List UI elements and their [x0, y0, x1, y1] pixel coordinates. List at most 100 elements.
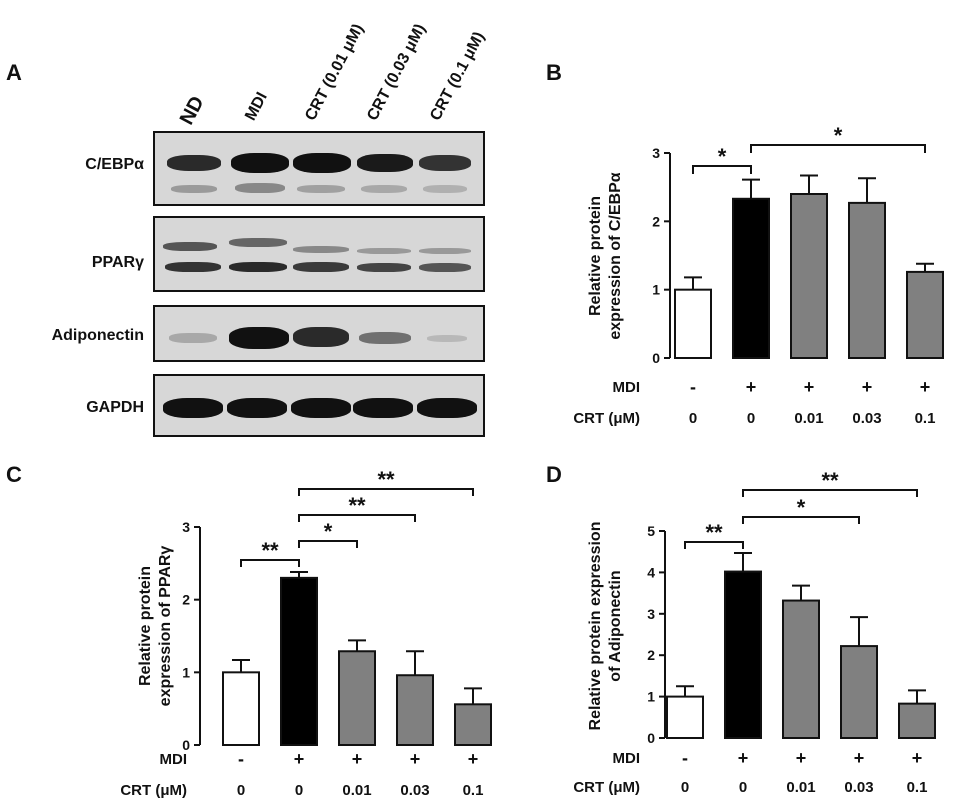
mdi-sign: +: [410, 749, 421, 769]
significance-bracket: [240, 559, 300, 567]
bar: [280, 576, 318, 746]
significance-label: **: [377, 467, 395, 492]
blot-label-pparg: PPARγ: [91, 254, 144, 271]
bar: [396, 674, 434, 746]
blot-label-gapdh: GAPDH: [86, 399, 144, 416]
crt-value: 0: [747, 410, 755, 427]
bar: [222, 671, 260, 746]
crt-value: 0.01: [342, 782, 371, 799]
bar: [840, 645, 878, 739]
row-label-crt: CRT (μM): [573, 779, 640, 796]
bar: [674, 288, 712, 359]
mdi-sign: +: [468, 749, 479, 769]
bar: [666, 695, 704, 739]
y-tick-label: 1: [652, 282, 660, 298]
significance-bracket: [298, 514, 416, 522]
significance-label: *: [834, 123, 843, 148]
row-label-mdi: MDI: [160, 751, 188, 768]
crt-value: 0.1: [463, 782, 484, 799]
y-tick-label: 0: [182, 737, 190, 753]
blot-image-cebpa: [153, 131, 485, 206]
y-tick-label: 1: [182, 664, 190, 680]
mdi-sign: +: [746, 377, 757, 397]
crt-value: 0: [295, 782, 303, 799]
mdi-sign: +: [738, 748, 749, 768]
mdi-sign: -: [238, 749, 244, 769]
bar: [338, 650, 376, 747]
y-tick-label: 3: [652, 145, 660, 161]
chart-d: 0 1 2 3 4 5 Relative protein expression of Adip…: [573, 468, 936, 796]
crt-value: 0.01: [794, 410, 823, 427]
row-label-mdi: MDI: [613, 379, 641, 396]
y-axis-label-line: Relative protein: [587, 196, 604, 316]
row-label-crt: CRT (μM): [120, 782, 187, 799]
y-tick-label: 2: [182, 592, 190, 608]
crt-value: 0.1: [907, 779, 928, 796]
crt-value: 0.03: [844, 779, 873, 796]
mdi-sign: +: [862, 377, 873, 397]
crt-value: 0.01: [786, 779, 815, 796]
y-tick-label: 4: [647, 564, 655, 580]
blot-image-adiponectin: [153, 305, 485, 362]
blot-image-gapdh: [153, 374, 485, 437]
y-tick-label: 0: [647, 730, 655, 746]
y-axis-label-line: Relative protein: [137, 566, 154, 686]
blot-image-pparg: [153, 216, 485, 292]
y-tick-label: 2: [647, 647, 655, 663]
y-tick-label: 0: [652, 350, 660, 366]
crt-value: 0.03: [400, 782, 429, 799]
y-axis-label-line: expression of C/EBPα: [607, 172, 624, 339]
y-axis-label: Relative protein expression of C/EBPα: [587, 172, 624, 339]
significance-bracket: [742, 489, 918, 497]
mdi-sign: +: [854, 748, 865, 768]
panel-label-b: B: [546, 60, 562, 85]
y-tick-label: 3: [647, 606, 655, 622]
blot-label-cebpa: C/EBPα: [85, 156, 144, 173]
bar: [782, 599, 820, 739]
significance-label: **: [348, 493, 366, 518]
chart-c: 0 1 2 3 Relative protein expression of PPARγ M…: [120, 467, 492, 799]
y-tick-label: 2: [652, 213, 660, 229]
y-axis-label-line: Relative protein expression: [587, 522, 604, 731]
crt-value: 0: [689, 410, 697, 427]
significance-label: *: [324, 519, 333, 544]
mdi-sign: +: [804, 377, 815, 397]
bar: [906, 270, 944, 359]
crt-value: 0.03: [852, 410, 881, 427]
mdi-sign: +: [920, 377, 931, 397]
significance-bracket: [742, 516, 860, 524]
bar: [454, 703, 492, 746]
significance-label: **: [705, 520, 723, 545]
significance-label: *: [718, 144, 727, 169]
significance-label: *: [797, 495, 806, 520]
bar: [790, 193, 828, 359]
crt-value: 0: [681, 779, 689, 796]
crt-value: 0: [739, 779, 747, 796]
panel-label-a: A: [6, 60, 22, 85]
mdi-sign: +: [294, 749, 305, 769]
y-axis-label-line: of Adiponectin: [607, 570, 624, 681]
mdi-sign: +: [912, 748, 923, 768]
mdi-sign: -: [682, 748, 688, 768]
significance-bracket: [684, 541, 744, 549]
bar: [724, 570, 762, 740]
significance-label: **: [821, 468, 839, 493]
y-tick-label: 5: [647, 523, 655, 539]
bar: [898, 702, 936, 739]
significance-label: **: [261, 538, 279, 563]
significance-bracket: [750, 144, 926, 153]
mdi-sign: +: [796, 748, 807, 768]
blot-label-adiponectin: Adiponectin: [51, 327, 144, 344]
bar: [732, 197, 770, 359]
crt-value: 0.1: [915, 410, 936, 427]
y-tick-label: 1: [647, 689, 655, 705]
significance-bracket: [692, 165, 752, 174]
chart-b: 0 1 2 3 Relative protein expression of C/EBPα…: [573, 123, 944, 427]
significance-bracket: [298, 488, 474, 496]
panel-label-d: D: [546, 462, 562, 487]
significance-bracket: [298, 540, 358, 548]
y-tick-label: 3: [182, 519, 190, 535]
y-axis-label: Relative protein expression of PPARγ: [137, 546, 174, 707]
crt-value: 0: [237, 782, 245, 799]
mdi-sign: -: [690, 377, 696, 397]
